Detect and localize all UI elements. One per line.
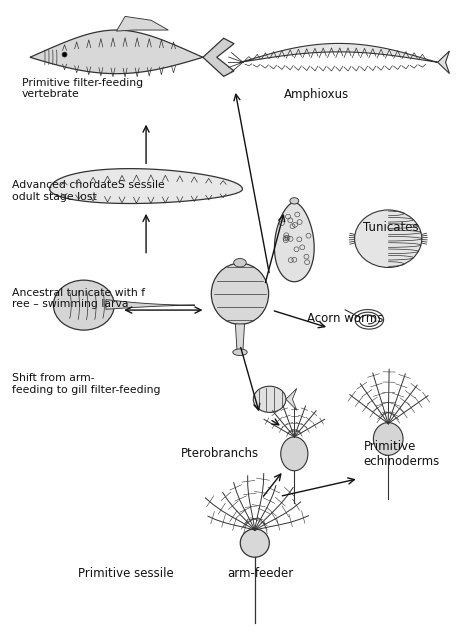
Ellipse shape <box>233 349 247 355</box>
Text: arm-feeder: arm-feeder <box>228 567 294 580</box>
Text: Primitive filter-feeding
vertebrate: Primitive filter-feeding vertebrate <box>21 77 143 99</box>
Text: Acorn worms: Acorn worms <box>307 312 383 325</box>
Ellipse shape <box>211 263 269 325</box>
Polygon shape <box>236 324 245 352</box>
Ellipse shape <box>253 386 286 412</box>
Text: Tunicates: Tunicates <box>364 221 419 235</box>
Ellipse shape <box>290 197 299 204</box>
Text: Primitive
echinoderms: Primitive echinoderms <box>364 440 440 468</box>
Polygon shape <box>286 389 297 410</box>
Polygon shape <box>117 17 168 31</box>
Polygon shape <box>240 43 438 62</box>
Ellipse shape <box>374 422 403 456</box>
Polygon shape <box>50 169 242 203</box>
Polygon shape <box>30 30 203 73</box>
Text: Primitive sessile: Primitive sessile <box>78 567 173 580</box>
Text: Pterobranchs: Pterobranchs <box>181 447 259 461</box>
Ellipse shape <box>240 529 269 557</box>
Ellipse shape <box>355 210 422 268</box>
Ellipse shape <box>281 437 308 471</box>
Polygon shape <box>274 203 314 282</box>
Text: Ancestral tunicate with f
ree – swimming larva: Ancestral tunicate with f ree – swimming… <box>12 288 145 309</box>
Polygon shape <box>438 51 449 73</box>
Ellipse shape <box>54 280 114 330</box>
Ellipse shape <box>62 52 67 57</box>
Text: Amphioxus: Amphioxus <box>284 88 349 102</box>
Text: Advanced chordateS sessile
odult stage lost: Advanced chordateS sessile odult stage l… <box>12 180 165 202</box>
Polygon shape <box>106 300 195 309</box>
Text: Shift from arm-
feeding to gill filter-feeding: Shift from arm- feeding to gill filter-f… <box>12 373 161 395</box>
Ellipse shape <box>234 259 246 267</box>
Polygon shape <box>203 38 234 77</box>
